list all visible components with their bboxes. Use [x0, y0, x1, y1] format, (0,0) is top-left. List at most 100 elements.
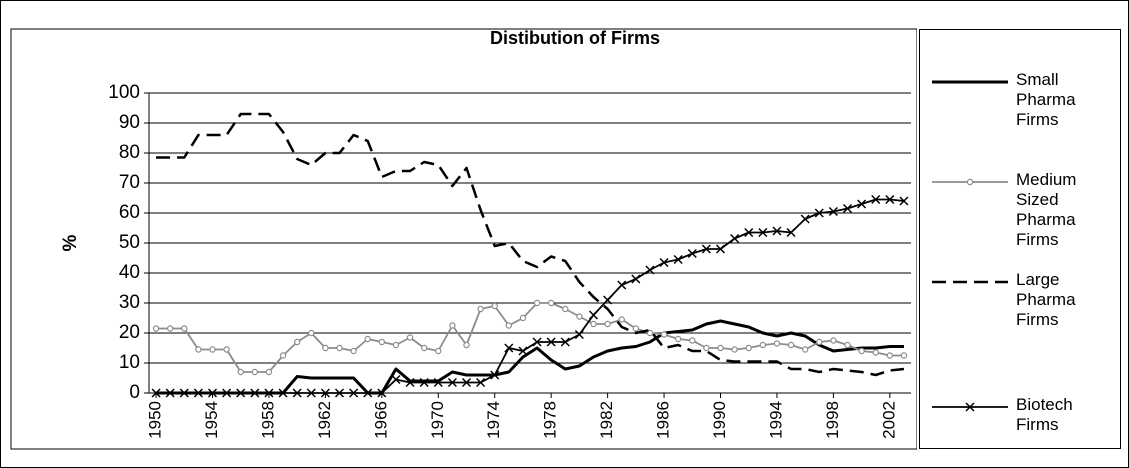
point-marker: [477, 305, 484, 313]
point-marker: [842, 203, 853, 214]
point-marker: [603, 295, 613, 305]
point-marker: [731, 346, 738, 353]
point-marker: [787, 341, 795, 349]
legend-swatch: [932, 80, 1008, 84]
point-marker: [546, 337, 556, 347]
point-marker: [152, 325, 160, 332]
point-marker: [703, 344, 710, 352]
point-marker: [435, 347, 442, 355]
point-marker: [857, 199, 867, 209]
y-tick-label: 70: [119, 172, 140, 193]
point-marker: [885, 194, 895, 205]
x-tick-label: 1978: [541, 401, 560, 439]
series: [156, 319, 904, 395]
point-marker: [209, 346, 216, 353]
x-tick-label: 1970: [428, 401, 447, 439]
point-marker: [336, 344, 343, 352]
point-marker: [322, 344, 329, 352]
point-marker: [463, 341, 470, 349]
x-tick-label: 1986: [654, 401, 673, 439]
point-marker: [604, 320, 611, 328]
x-tick-label: 1950: [146, 401, 165, 439]
legend-swatch: [932, 178, 1008, 186]
y-tick-label: 100: [108, 82, 140, 103]
point-marker: [420, 344, 428, 352]
point-marker: [392, 341, 400, 349]
x-tick-label: 1962: [315, 401, 334, 439]
point-marker: [447, 377, 457, 388]
point-marker: [800, 214, 810, 224]
point-marker: [730, 233, 740, 244]
point-marker: [547, 299, 555, 307]
legend-label: Biotech Firms: [1016, 395, 1073, 434]
y-tick-label: 10: [119, 352, 140, 373]
point-marker: [701, 244, 711, 254]
y-axis-label: %: [60, 234, 81, 251]
series: [156, 112, 905, 377]
legend-label: Medium Sized Pharma Firms: [1016, 170, 1077, 249]
point-marker: [419, 377, 429, 388]
point-marker: [377, 388, 387, 398]
point-marker: [334, 388, 345, 398]
point-marker: [660, 331, 668, 338]
point-marker: [223, 346, 230, 353]
x-tick-label: 1994: [766, 401, 785, 439]
point-marker: [773, 340, 781, 347]
point-marker: [207, 388, 218, 398]
y-tick-label: 80: [119, 142, 140, 163]
point-marker: [744, 227, 754, 238]
point-marker: [872, 349, 879, 356]
y-tick-label: 0: [129, 382, 140, 403]
point-marker: [816, 338, 823, 346]
x-tick-label: 1958: [258, 401, 277, 439]
series-line: [156, 319, 904, 395]
legend-label: Large Pharma Firms: [1016, 270, 1076, 329]
point-marker: [758, 227, 768, 238]
point-marker: [673, 254, 683, 265]
y-tick-label: 30: [119, 292, 140, 313]
point-marker: [461, 377, 472, 388]
point-marker: [533, 299, 541, 307]
legend-swatch: [932, 280, 1008, 284]
point-marker: [588, 310, 599, 320]
y-tick-label: 40: [119, 262, 140, 283]
point-marker: [871, 194, 881, 205]
point-marker: [279, 352, 287, 359]
y-tick-label: 90: [119, 112, 140, 133]
y-tick-label: 60: [119, 202, 140, 223]
point-marker: [717, 344, 724, 352]
point-marker: [391, 374, 401, 385]
point-marker: [265, 368, 273, 376]
point-marker: [659, 257, 669, 268]
point-marker: [814, 208, 824, 218]
point-marker: [476, 377, 486, 388]
x-tick-label: 2002: [879, 401, 898, 439]
x-tick-label: 1954: [202, 401, 221, 439]
point-marker: [745, 344, 752, 352]
point-marker: [505, 322, 513, 329]
point-marker: [151, 388, 161, 398]
point-marker: [406, 334, 414, 341]
legend-marker: [965, 402, 975, 412]
chart: Distibution of Firms % 0 10 20 30 40 50 60 70 80…: [10, 28, 918, 450]
point-marker: [433, 377, 443, 388]
x-tick-label: 1974: [484, 401, 503, 439]
point-marker: [590, 320, 597, 328]
point-marker: [449, 322, 456, 329]
legend-label: Small Pharma Firms: [1016, 70, 1076, 129]
point-marker: [519, 314, 527, 322]
series-line: [156, 112, 905, 377]
series-line: [156, 198, 905, 394]
point-marker: [858, 347, 865, 355]
point-marker: [576, 313, 583, 320]
point-marker: [828, 206, 838, 217]
point-marker: [237, 368, 244, 376]
point-marker: [195, 346, 202, 353]
point-marker: [801, 346, 809, 353]
point-marker: [306, 388, 316, 398]
point-marker: [165, 388, 175, 398]
point-marker: [491, 302, 498, 310]
point-marker: [179, 388, 189, 398]
point-marker: [899, 196, 909, 206]
